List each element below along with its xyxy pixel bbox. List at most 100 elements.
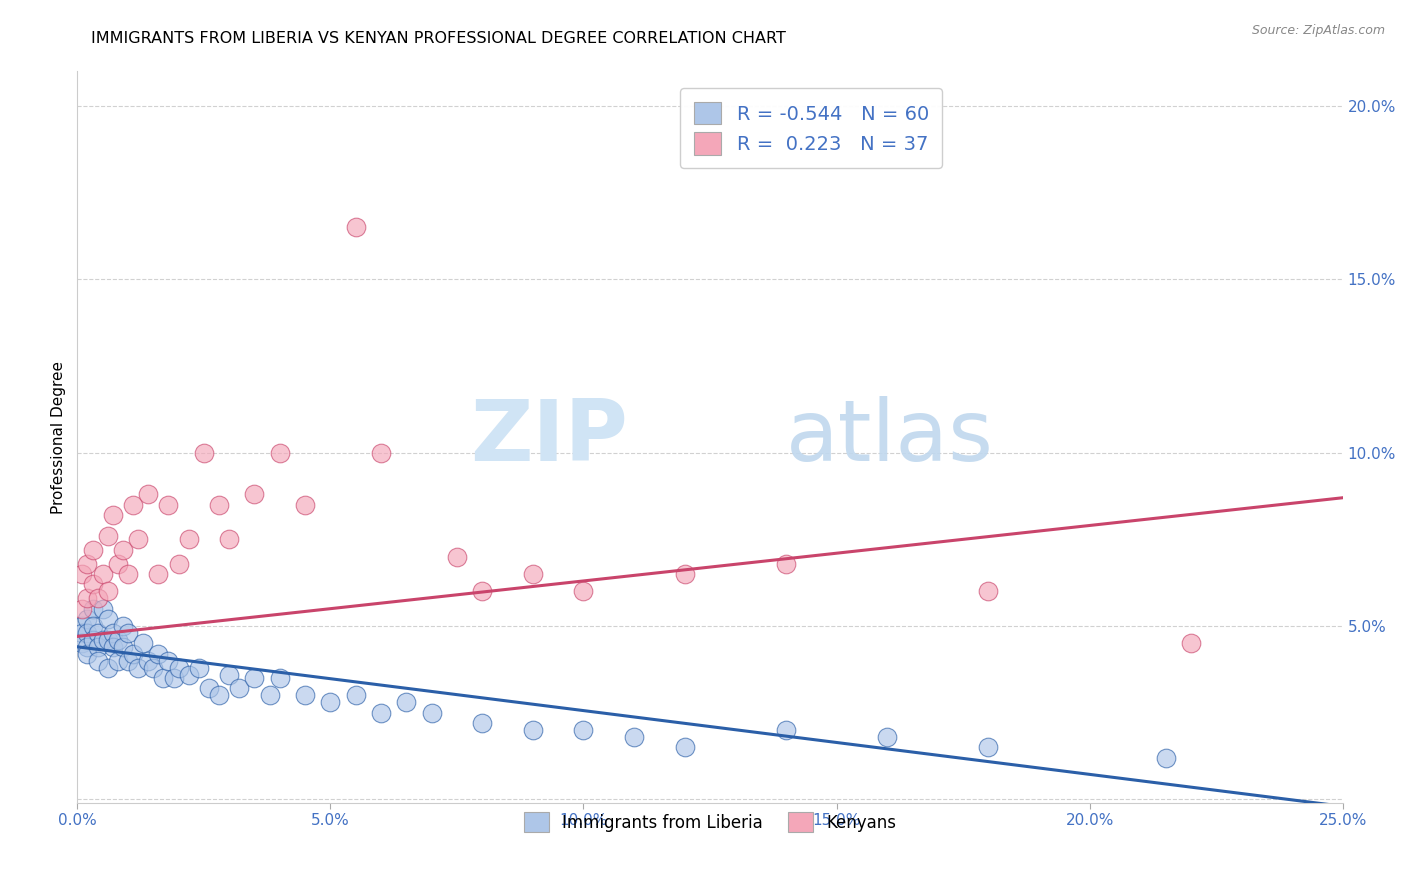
Point [344, 689, 367, 703]
Point [148, 567, 170, 582]
Point [177, 667, 200, 681]
Point [86, 591, 108, 606]
Point [319, 695, 342, 709]
Point [177, 533, 200, 547]
Point [76, 626, 98, 640]
Point [122, 647, 145, 661]
Point [82, 577, 104, 591]
Point [117, 626, 139, 640]
Point [117, 654, 139, 668]
Point [269, 671, 291, 685]
Point [136, 487, 159, 501]
Point [471, 584, 494, 599]
Point [395, 695, 418, 709]
Point [72, 601, 94, 615]
Point [167, 557, 190, 571]
Point [107, 557, 129, 571]
Point [1180, 636, 1202, 650]
Legend: Immigrants from Liberia, Kenyans: Immigrants from Liberia, Kenyans [517, 805, 903, 838]
Point [977, 584, 1000, 599]
Text: ZIP: ZIP [470, 395, 628, 479]
Point [673, 567, 696, 582]
Point [76, 591, 98, 606]
Point [243, 487, 266, 501]
Point [218, 667, 240, 681]
Text: atlas: atlas [786, 395, 994, 479]
Point [132, 636, 155, 650]
Point [1154, 750, 1177, 764]
Point [157, 654, 180, 668]
Point [775, 723, 797, 737]
Point [142, 660, 165, 674]
Point [76, 647, 98, 661]
Point [82, 542, 104, 557]
Point [101, 640, 124, 654]
Point [148, 647, 170, 661]
Point [522, 567, 544, 582]
Point [187, 660, 209, 674]
Point [82, 601, 104, 615]
Point [111, 619, 134, 633]
Point [122, 498, 145, 512]
Point [471, 716, 494, 731]
Point [167, 660, 190, 674]
Point [572, 723, 595, 737]
Point [259, 689, 281, 703]
Point [228, 681, 250, 696]
Point [91, 632, 114, 647]
Point [72, 567, 94, 582]
Point [198, 681, 221, 696]
Point [111, 640, 134, 654]
Point [117, 567, 139, 582]
Point [72, 619, 94, 633]
Point [97, 660, 120, 674]
Point [107, 632, 129, 647]
Point [76, 640, 98, 654]
Point [162, 671, 184, 685]
Point [446, 549, 468, 564]
Point [876, 730, 898, 744]
Point [157, 498, 180, 512]
Point [522, 723, 544, 737]
Point [97, 584, 120, 599]
Point [76, 612, 98, 626]
Point [623, 730, 645, 744]
Point [86, 626, 108, 640]
Point [82, 632, 104, 647]
Point [101, 508, 124, 522]
Point [72, 636, 94, 650]
Point [97, 529, 120, 543]
Y-axis label: Professional Degree: Professional Degree [51, 360, 66, 514]
Point [775, 557, 797, 571]
Point [91, 567, 114, 582]
Point [97, 632, 120, 647]
Point [243, 671, 266, 685]
Point [107, 654, 129, 668]
Point [152, 671, 174, 685]
Point [72, 626, 94, 640]
Point [977, 740, 1000, 755]
Point [370, 445, 392, 459]
Point [86, 640, 108, 654]
Point [420, 706, 443, 720]
Point [86, 654, 108, 668]
Point [294, 498, 316, 512]
Point [101, 626, 124, 640]
Point [370, 706, 392, 720]
Point [208, 498, 231, 512]
Point [193, 445, 215, 459]
Point [572, 584, 595, 599]
Point [673, 740, 696, 755]
Point [208, 689, 231, 703]
Point [127, 660, 149, 674]
Point [294, 689, 316, 703]
Point [97, 612, 120, 626]
Point [136, 654, 159, 668]
Point [82, 619, 104, 633]
Text: IMMIGRANTS FROM LIBERIA VS KENYAN PROFESSIONAL DEGREE CORRELATION CHART: IMMIGRANTS FROM LIBERIA VS KENYAN PROFES… [91, 31, 786, 46]
Point [127, 533, 149, 547]
Text: Source: ZipAtlas.com: Source: ZipAtlas.com [1251, 24, 1385, 37]
Point [344, 220, 367, 235]
Point [218, 533, 240, 547]
Point [269, 445, 291, 459]
